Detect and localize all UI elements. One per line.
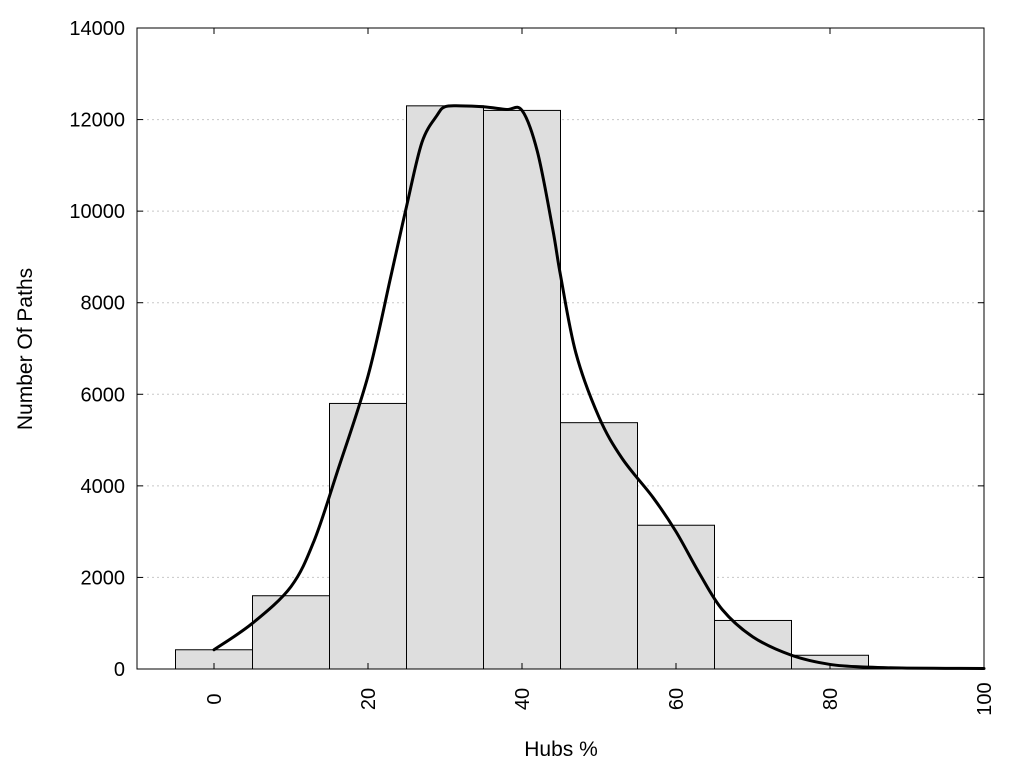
histogram-bars [175,105,946,670]
x-tick-label: 100 [974,682,996,715]
y-tick-label: 2000 [81,567,126,589]
y-tick-label: 4000 [81,476,126,498]
histogram-bar [329,402,407,670]
plot-frame [136,27,985,670]
y-axis-ticks: 0 2000 4000 6000 8000 10000 12000 14000 [69,18,984,681]
x-tick-label: 80 [820,688,842,710]
x-tick-label: 0 [204,693,226,704]
histogram-bar [560,422,638,670]
histogram-bar [637,524,715,670]
histogram-bar [714,619,792,670]
x-tick-label: 40 [512,688,534,710]
y-tick-label: 10000 [69,201,125,223]
x-axis-ticks: 0 20 40 60 80 100 [204,28,996,716]
histogram-bar [483,109,561,670]
x-tick-label: 60 [666,688,688,710]
y-tick-label: 6000 [81,384,126,406]
y-tick-label: 14000 [69,18,125,40]
x-tick-label: 20 [358,688,380,710]
histogram-bar [252,595,330,670]
y-tick-label: 12000 [69,110,125,132]
y-tick-label: 0 [114,659,125,681]
density-curve [212,104,986,671]
grid-lines [137,119,984,578]
x-axis-title: Hubs % [524,738,598,761]
y-tick-label: 8000 [81,293,126,315]
histogram-bar [406,105,484,670]
y-axis-title: Number Of Paths [14,268,37,430]
